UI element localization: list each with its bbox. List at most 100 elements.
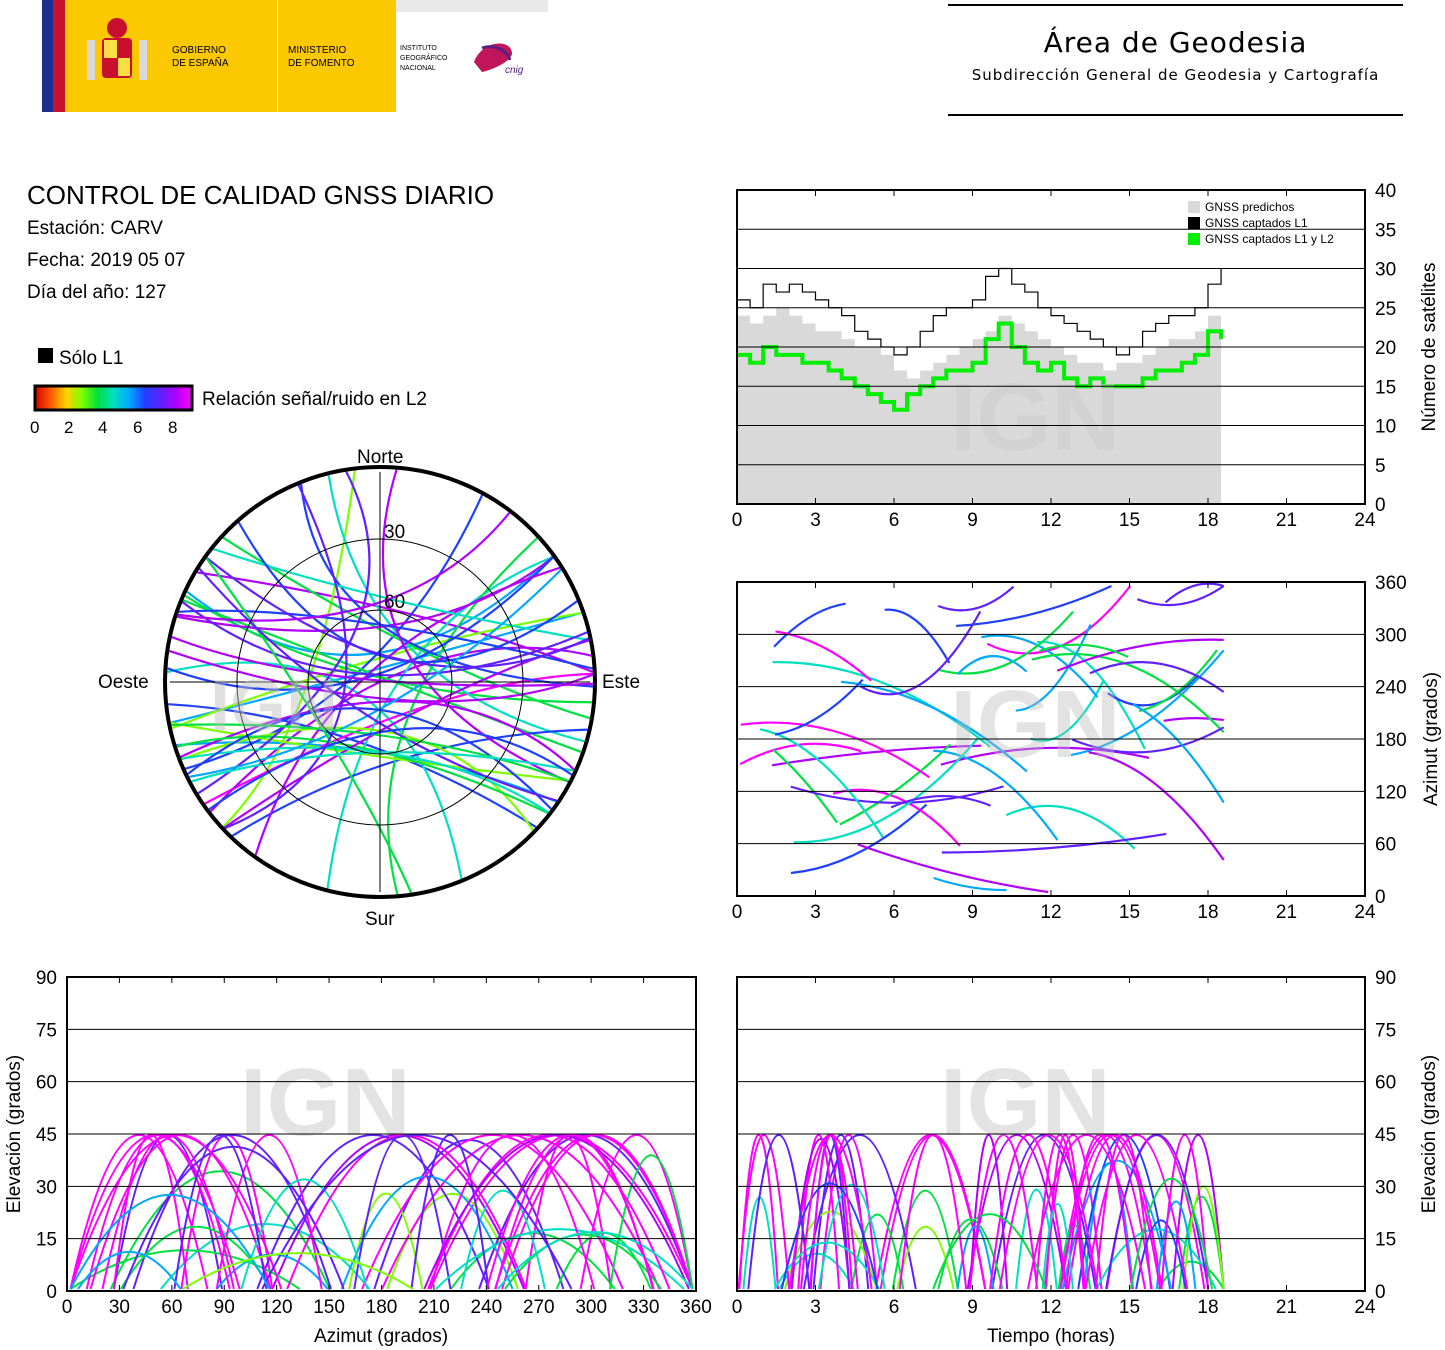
azimuth-track [1031,652,1225,734]
azimuth-track [937,585,1015,612]
elevation-time-track [1027,1134,1147,1290]
skyplot-track [191,751,574,783]
azimuth-track [859,610,982,696]
elevation-azimuth-track [69,1194,271,1290]
azimuth-track [1163,717,1224,722]
x-tick-label: 300 [575,1297,607,1318]
elevation-time-track [1157,1260,1225,1290]
azimuth-time-plot [739,582,1225,894]
elevation-time-track [1065,1134,1133,1290]
elevation-azimuth-track [497,1231,694,1290]
skyplot-track [177,512,511,622]
azimuth-track [857,843,1049,894]
x-tick-label: 240 [470,1297,502,1318]
x-tick-label: 60 [161,1297,182,1318]
x-tick-label: 15 [1119,902,1140,923]
x-tick-label: 30 [109,1297,130,1318]
elevation-time-x-ticks: 0 3 6 9 12 15 18 21 24 [732,977,1376,1318]
skyplot-track [187,707,552,810]
azimuth-track [793,737,979,844]
elevation-azimuth-track [261,1134,573,1290]
satellites-y-ticks: 0 5 10 15 20 25 30 35 40 [737,181,1396,516]
satellites-legend: GNSS predichos GNSS captados L1 GNSS cap… [1188,200,1334,246]
y-tick-label: 30 [1375,1177,1396,1198]
skyplot-track [327,475,585,743]
azimuth-track [956,655,1028,675]
azimuth-track [759,728,884,838]
x-tick-label: 120 [261,1297,293,1318]
elevation-time-track [891,1190,959,1290]
elevation-azimuth-track [215,1134,323,1290]
elevation-azimuth-track [450,1232,616,1290]
x-tick-label: 3 [810,510,821,531]
x-tick-label: 24 [1354,902,1376,923]
y-tick-label: 0 [1375,1282,1386,1303]
x-tick-label: 330 [628,1297,660,1318]
eu-stripe [42,0,53,112]
skyplot-track [181,601,588,677]
satellites-x-ticks: 0 3 6 9 12 15 18 21 24 [732,190,1376,531]
azimuth-track [938,610,1074,675]
elevation-time-track [802,1134,917,1290]
elevation-time-track [932,1213,1047,1290]
l1l2-line [737,321,1224,412]
elevation-azimuth-chart: IGN 0 30 60 90 120 150 180 210 240 270 300 330 360 0… [4,968,712,1347]
elevation-azimuth-track [460,1189,546,1290]
x-tick-label: 15 [1119,510,1140,531]
y-tick-label: 30 [36,1177,57,1198]
skyplot-track [206,557,589,669]
area-title: Área de Geodesia [1043,26,1308,59]
azimuth-track [1132,703,1225,804]
elevation-azimuth-track [119,1225,273,1290]
azimuth-time-ylabel: Azimut (grados) [1421,672,1442,806]
elevation-azimuth-track [410,1134,490,1290]
elevation-time-y-ticks: 0 15 30 45 60 75 90 [737,968,1396,1303]
azimuth-track [956,584,1112,628]
legend-predicted: GNSS predichos [1205,200,1294,214]
elevation-time-track [737,1134,791,1290]
elevation-azimuth-track [77,1251,182,1290]
azimuth-time-x-ticks: 0 3 6 9 12 15 18 21 24 [732,582,1376,923]
elevation-time-chart: IGN 0 3 6 9 12 15 18 21 24 0 15 30 45 60 75 90 Tiempo … [732,968,1440,1347]
y-tick-label: 60 [1375,1073,1396,1094]
ring-label-30: 30 [384,522,405,543]
inst-line2: GEOGRÁFICO [400,53,448,62]
x-tick-label: 3 [810,902,821,923]
snr-label: Relación señal/ruido en L2 [202,389,427,410]
azimuth-track [890,795,991,809]
doy-label: Día del año: 127 [27,282,167,303]
y-tick-label: 45 [36,1125,57,1146]
elevation-azimuth-ylabel: Elevación (grados) [4,1055,25,1213]
elevation-azimuth-track [429,1134,596,1290]
skyplot-horizon [163,465,597,899]
elevation-time-track [1059,1134,1162,1290]
satellites-watermark: IGN [950,364,1121,471]
ministry-block [278,0,396,112]
snr-tick-6: 6 [133,418,142,437]
elevation-azimuth-track [173,1134,268,1290]
azimuth-track [1138,649,1218,713]
x-tick-label: 0 [732,510,743,531]
x-tick-label: 9 [967,510,978,531]
dir-west: Oeste [98,672,149,693]
elevation-azimuth-track [361,1134,624,1290]
legend-l1: GNSS captados L1 [1205,216,1308,230]
red-stripe [53,0,65,112]
elevation-azimuth-x-ticks: 0 30 60 90 120 150 180 210 240 270 300 330 360 [62,977,712,1318]
l1-only-swatch [38,348,53,363]
elevation-time-track [800,1134,859,1290]
legend-swatch-l1l2 [1188,233,1200,245]
skyplot-track [170,721,569,782]
azimuth-track [1005,804,1136,850]
coat-of-arms-icon [87,18,147,80]
logos-svg: GOBIERNO DE ESPAÑA MINISTERIO DE FOMENTO… [42,0,548,112]
skyplot-track [180,700,575,771]
x-tick-label: 21 [1276,1297,1297,1318]
skyplot-track [185,494,484,770]
x-tick-label: 0 [732,902,743,923]
y-tick-label: 360 [1375,573,1407,594]
elevation-azimuth-track [381,1134,661,1290]
elevation-time-track [742,1196,777,1290]
satellites-plot [737,267,1224,504]
skyplot-track [210,646,592,813]
